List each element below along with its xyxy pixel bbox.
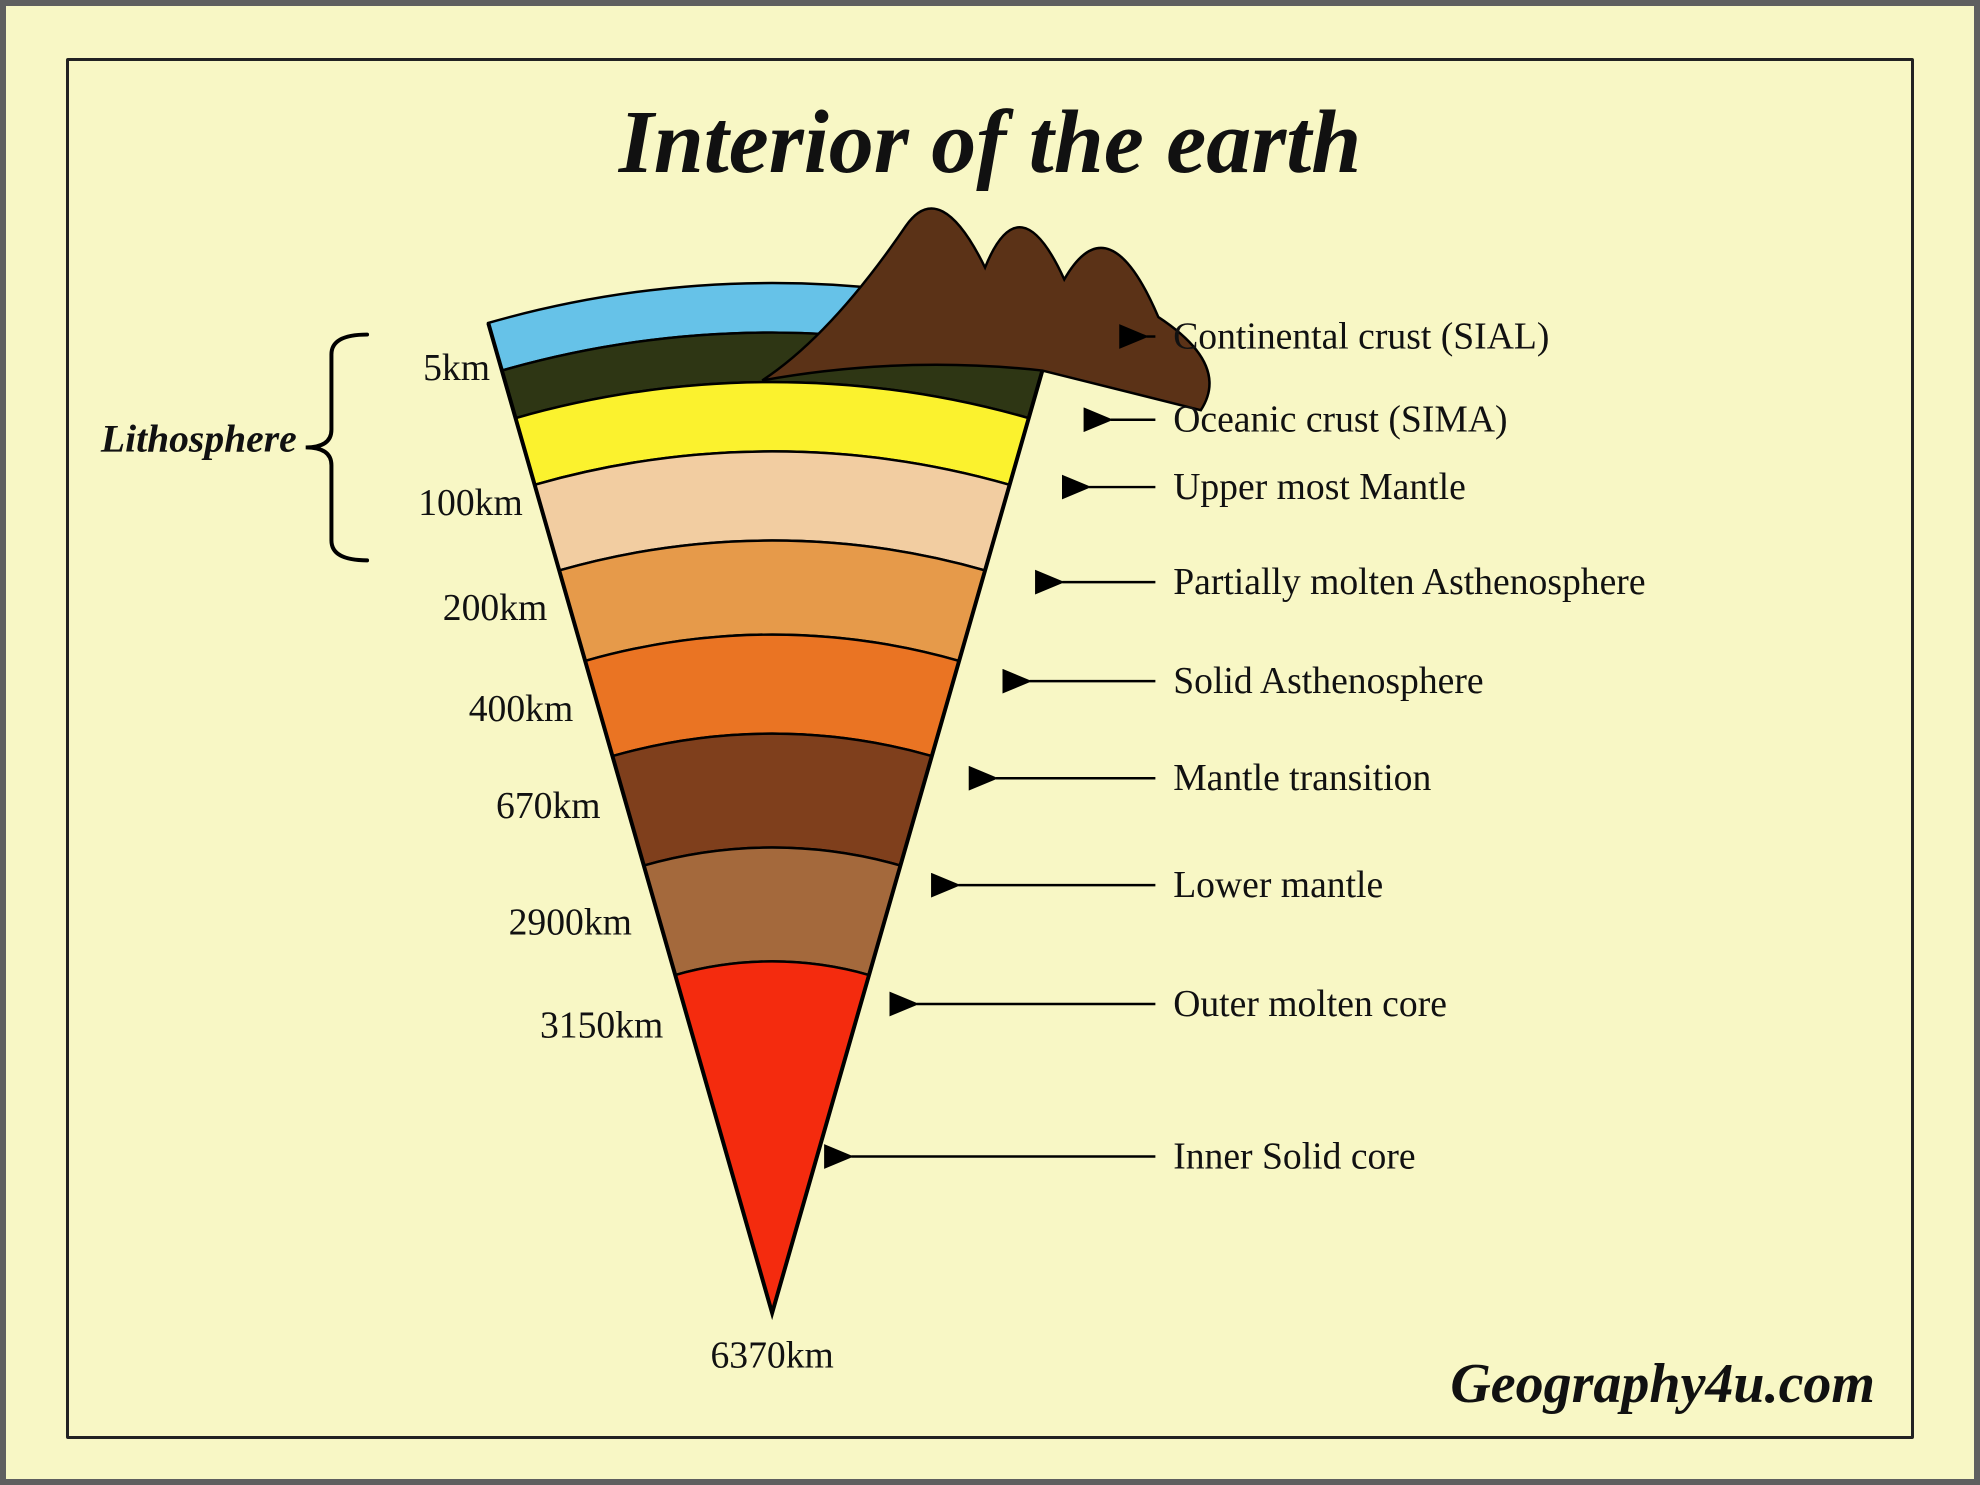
label-oceanic-crust: Oceanic crust (SIMA): [1173, 399, 1507, 441]
depth-partially-molten-asthenosphere: 200km: [443, 587, 548, 629]
label-solid-asthenosphere: Solid Asthenosphere: [1173, 660, 1483, 702]
depth-total: 6370km: [710, 1334, 833, 1376]
footer-credit: Geography4u.com: [1450, 1352, 1875, 1416]
depth-mantle-transition: 670km: [496, 785, 601, 827]
layer-outer-molten-core: [644, 848, 901, 976]
label-outer-molten-core: Outer molten core: [1173, 983, 1447, 1025]
lithosphere-brace: [306, 335, 367, 561]
label-mantle-transition: Mantle transition: [1173, 757, 1431, 799]
layer-lower-mantle: [612, 734, 931, 866]
lithosphere-label: Lithosphere: [100, 416, 297, 460]
outer-border: Interior of the earth LithosphereContine…: [0, 0, 1980, 1485]
depth-continental-crust: 5km: [423, 347, 490, 389]
layer-inner-solid-core: [675, 961, 869, 1313]
depth-upper-most-mantle: 100km: [418, 482, 523, 524]
label-lower-mantle: Lower mantle: [1173, 864, 1383, 906]
label-inner-solid-core: Inner Solid core: [1173, 1135, 1415, 1177]
earth-interior-diagram: Lithosphere Continental crust (SIAL) Ocean…: [69, 61, 1911, 1436]
depth-lower-mantle: 2900km: [509, 902, 632, 944]
depth-solid-asthenosphere: 400km: [469, 688, 574, 730]
depth-outer-molten-core: 3150km: [540, 1005, 663, 1047]
label-continental-crust: Continental crust (SIAL): [1173, 315, 1549, 357]
page-background: Interior of the earth LithosphereContine…: [6, 6, 1974, 1479]
label-upper-most-mantle: Upper most Mantle: [1173, 466, 1466, 508]
label-partially-molten-asthenosphere: Partially molten Asthenosphere: [1173, 561, 1645, 603]
content-frame: Interior of the earth LithosphereContine…: [66, 58, 1914, 1439]
